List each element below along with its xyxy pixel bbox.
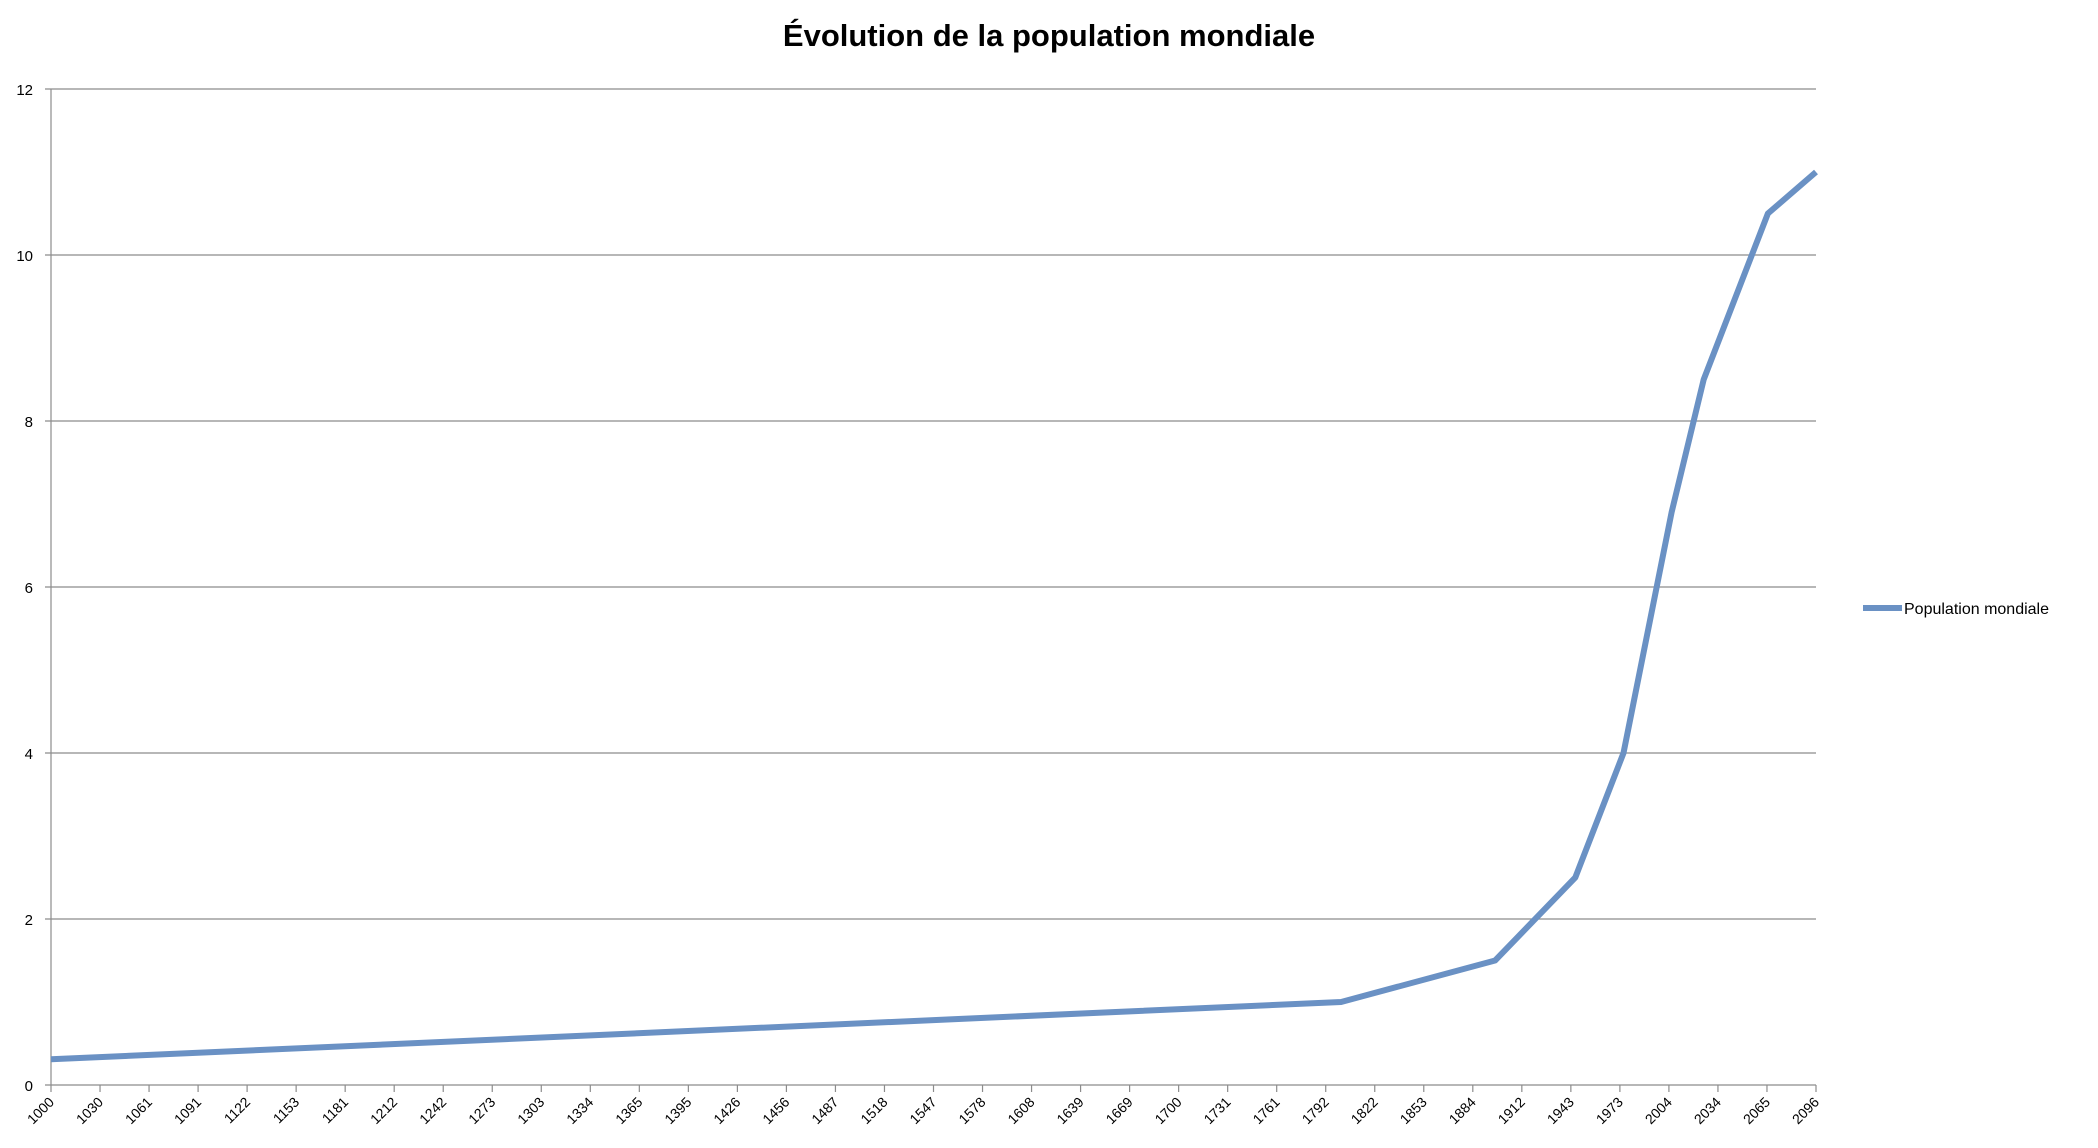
series-line-0: [50, 169, 1818, 1063]
x-tick-label: 1669: [1102, 1094, 1135, 1127]
y-tick-label: 12: [16, 82, 33, 99]
x-tick-label: 1365: [612, 1094, 645, 1127]
gridlines: [45, 88, 1816, 920]
x-tick-label: 1518: [857, 1094, 890, 1127]
x-tick-label: 1273: [465, 1094, 498, 1127]
x-tick-label: 1822: [1348, 1094, 1381, 1127]
x-tick-label: 1731: [1200, 1094, 1233, 1127]
x-tick-label: 1547: [906, 1094, 939, 1127]
y-tick-label: 2: [25, 912, 33, 929]
x-tick-labels: 1000 1030 1061 1091 1122 1153 1181 1212 1242 1273…: [24, 1094, 1822, 1127]
x-tick-label: 1091: [171, 1094, 204, 1127]
x-tick-label: 1153: [270, 1094, 303, 1127]
x-tick-label: 1303: [514, 1094, 547, 1127]
axes: [45, 89, 1817, 1092]
x-tick-label: 1761: [1249, 1094, 1282, 1127]
x-tick-label: 1792: [1298, 1094, 1331, 1127]
x-tick-label: 1700: [1151, 1094, 1184, 1127]
x-tick-label: 1487: [808, 1094, 841, 1127]
x-tick-label: 2096: [1789, 1094, 1822, 1127]
x-tick-label: 2065: [1740, 1094, 1773, 1127]
chart-title: Évolution de la population mondiale: [782, 18, 1316, 53]
x-tick-label: 1122: [221, 1094, 254, 1127]
x-tick-label: 1608: [1004, 1094, 1037, 1127]
x-tick-label: 1061: [122, 1094, 155, 1127]
y-tick-label: 10: [16, 248, 33, 265]
x-tick-label: 1000: [24, 1094, 57, 1127]
y-tick-label: 4: [25, 746, 33, 763]
legend: Population mondiale: [1863, 601, 2049, 618]
x-tick-label: 1242: [416, 1094, 449, 1127]
series-lines: [50, 169, 1818, 1063]
x-tick-label: 1578: [955, 1094, 988, 1127]
x-tick-label: 2004: [1642, 1094, 1675, 1127]
x-tick-label: 1943: [1544, 1094, 1577, 1127]
x-tick-label: 1030: [73, 1094, 106, 1127]
y-tick-label: 6: [25, 580, 33, 597]
x-tick-label: 1212: [367, 1094, 400, 1127]
x-tick-label: 1973: [1593, 1094, 1626, 1127]
x-tick-label: 1456: [759, 1094, 792, 1127]
x-tick-label: 2034: [1691, 1094, 1724, 1127]
x-tick-label: 1884: [1446, 1094, 1479, 1127]
x-tick-label: 1853: [1397, 1094, 1430, 1127]
y-tick-labels: 0 2 4 6 8 10 12: [16, 82, 33, 1095]
x-tick-label: 1334: [563, 1094, 596, 1127]
x-tick-label: 1639: [1053, 1094, 1086, 1127]
x-tick-label: 1395: [661, 1094, 694, 1127]
y-tick-label: 8: [25, 414, 33, 431]
x-tick-label: 1181: [319, 1094, 352, 1127]
x-tick-label: 1426: [710, 1094, 743, 1127]
y-tick-label: 0: [25, 1078, 33, 1095]
x-tick-label: 1912: [1495, 1094, 1528, 1127]
legend-label: Population mondiale: [1904, 601, 2049, 618]
